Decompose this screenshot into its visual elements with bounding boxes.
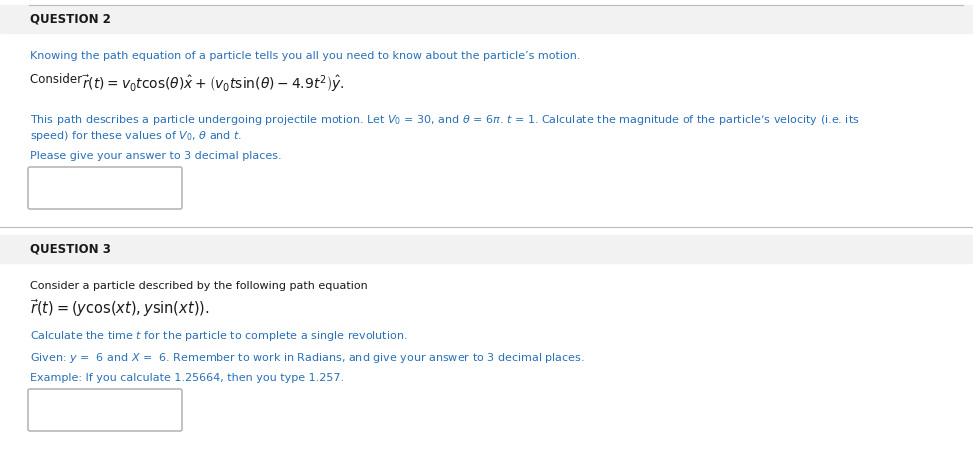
Text: This path describes a particle undergoing projectile motion. Let $V_0$ = 30, and: This path describes a particle undergoin… [30, 113, 859, 127]
Text: Please give your answer to 3 decimal places.: Please give your answer to 3 decimal pla… [30, 151, 281, 161]
Text: Consider: Consider [30, 73, 86, 86]
Text: Consider a particle described by the following path equation: Consider a particle described by the fol… [30, 281, 368, 291]
Text: Given: $y$ =  6 and $X$ =  6. Remember to work in Radians, and give your answer : Given: $y$ = 6 and $X$ = 6. Remember to … [30, 351, 585, 365]
Bar [0, 235, 973, 263]
FancyBboxPatch shape [28, 167, 182, 209]
Text: QUESTION 2: QUESTION 2 [30, 12, 111, 26]
Text: Calculate the time $t$ for the particle to complete a single revolution.: Calculate the time $t$ for the particle … [30, 329, 408, 343]
Bar [0, 5, 973, 33]
Text: Example: If you calculate 1.25664, then you type 1.257.: Example: If you calculate 1.25664, then … [30, 373, 344, 383]
Text: speed) for these values of $V_0$, $\theta$ and $t$.: speed) for these values of $V_0$, $\thet… [30, 129, 242, 143]
Text: $\vec{r}(t) = v_0 t\mathrm{cos}(\theta)\hat{x}+\left(v_0 t\mathrm{sin}(\theta)-4: $\vec{r}(t) = v_0 t\mathrm{cos}(\theta)\… [82, 73, 344, 94]
Text: $\vec{r}(t) = (y\mathrm{cos}(xt), y\mathrm{sin}(xt)).$: $\vec{r}(t) = (y\mathrm{cos}(xt), y\math… [30, 297, 209, 319]
Text: Knowing the path equation of a particle tells you all you need to know about the: Knowing the path equation of a particle … [30, 51, 581, 61]
FancyBboxPatch shape [28, 389, 182, 431]
Text: QUESTION 3: QUESTION 3 [30, 243, 111, 255]
